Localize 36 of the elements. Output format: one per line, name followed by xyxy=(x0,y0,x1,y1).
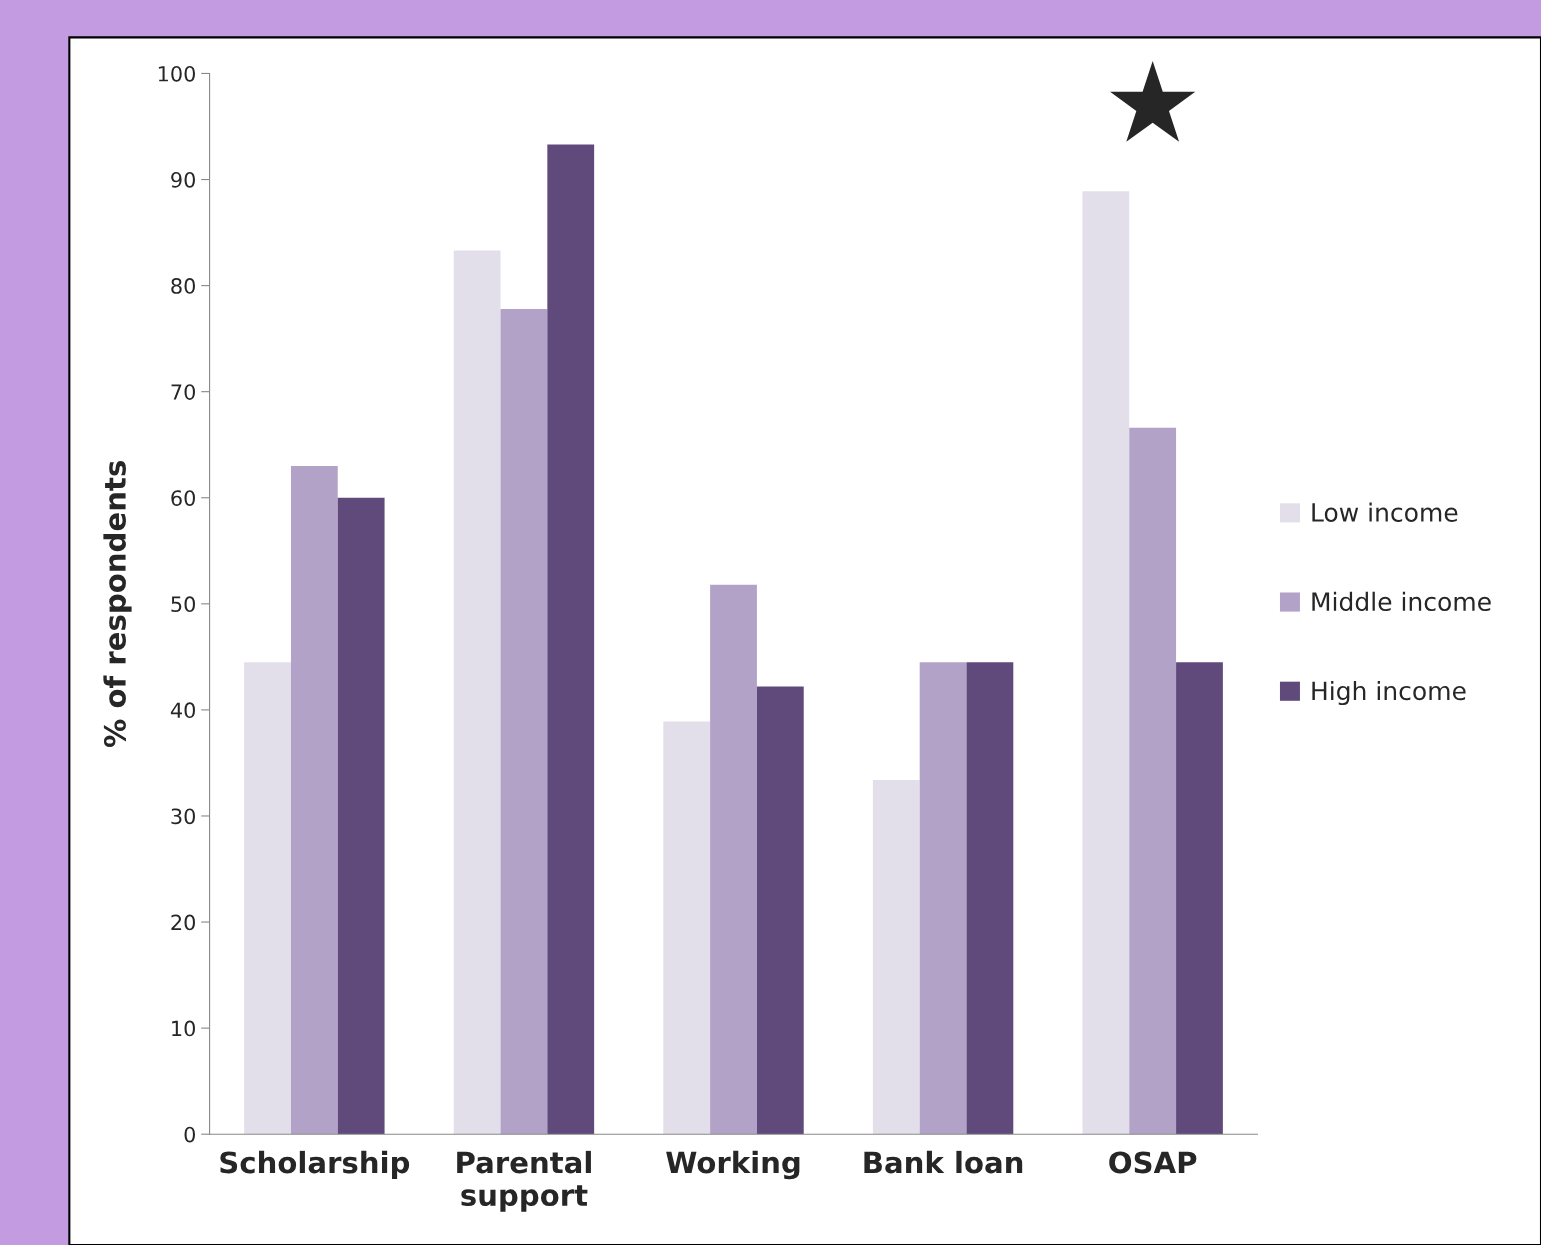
y-tick-label: 10 xyxy=(172,1020,195,1037)
x-tick-label: Working xyxy=(666,1150,800,1180)
legend-label: Middle income xyxy=(1312,591,1491,612)
bar xyxy=(1129,427,1177,1135)
y-tick-label: 40 xyxy=(170,702,195,719)
bar xyxy=(966,662,1014,1135)
bar xyxy=(919,662,967,1135)
bar xyxy=(872,779,920,1135)
x-tick-label: Parental support xyxy=(457,1150,591,1212)
bar xyxy=(1176,662,1223,1135)
legend-label: High income xyxy=(1312,680,1466,706)
bar xyxy=(1082,191,1130,1135)
y-tick-label: 80 xyxy=(171,278,195,294)
y-tick-label: 50 xyxy=(171,596,195,613)
annotation: ★ xyxy=(1110,60,1196,142)
bar xyxy=(290,465,338,1135)
x-tick-label: OSAP xyxy=(1109,1151,1197,1174)
bar xyxy=(500,308,548,1135)
y-tick-label: 100 xyxy=(158,65,195,82)
bar xyxy=(710,584,757,1135)
bar xyxy=(453,250,501,1135)
y-tick-label: 70 xyxy=(171,384,195,400)
bar xyxy=(337,497,385,1135)
x-tick-label: Bank loan xyxy=(864,1150,1023,1174)
legend-label: Low income xyxy=(1312,502,1458,522)
y-tick-label: 60 xyxy=(171,490,195,506)
y-tick-label: 90 xyxy=(171,171,195,188)
y-tick-label: 20 xyxy=(171,914,195,931)
y-tick-label: 0 xyxy=(184,1126,195,1143)
y-axis-title: % of respondents xyxy=(103,461,132,747)
y-tick-label: 30 xyxy=(171,808,195,825)
bar xyxy=(756,686,804,1135)
x-tick-label: Scholarship xyxy=(220,1150,410,1180)
bar xyxy=(663,721,711,1135)
bar xyxy=(547,144,595,1135)
bar xyxy=(244,662,291,1135)
